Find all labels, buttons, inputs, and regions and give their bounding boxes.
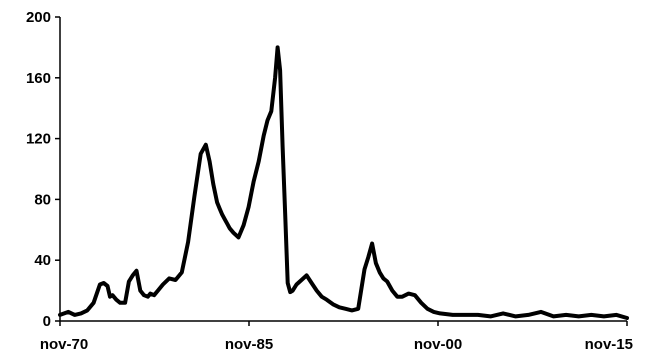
y-axis: 0 40 80 120 160 200	[26, 9, 61, 330]
y-tick-label: 40	[34, 252, 51, 269]
x-axis: nov-70 nov-85 nov-00 nov-15	[40, 320, 633, 353]
series-group	[58, 45, 629, 320]
y-tick-label: 200	[26, 9, 51, 26]
x-tick-label: nov-85	[225, 336, 273, 353]
x-tick-label: nov-70	[40, 336, 88, 353]
y-tick-label: 120	[26, 131, 51, 148]
x-tick-label: nov-15	[585, 336, 633, 353]
x-tick-label: nov-00	[414, 336, 462, 353]
y-tick-label: 0	[43, 313, 51, 330]
y-tick-label: 160	[26, 70, 51, 87]
series-line-0	[58, 45, 629, 320]
y-tick-label: 80	[34, 191, 51, 208]
